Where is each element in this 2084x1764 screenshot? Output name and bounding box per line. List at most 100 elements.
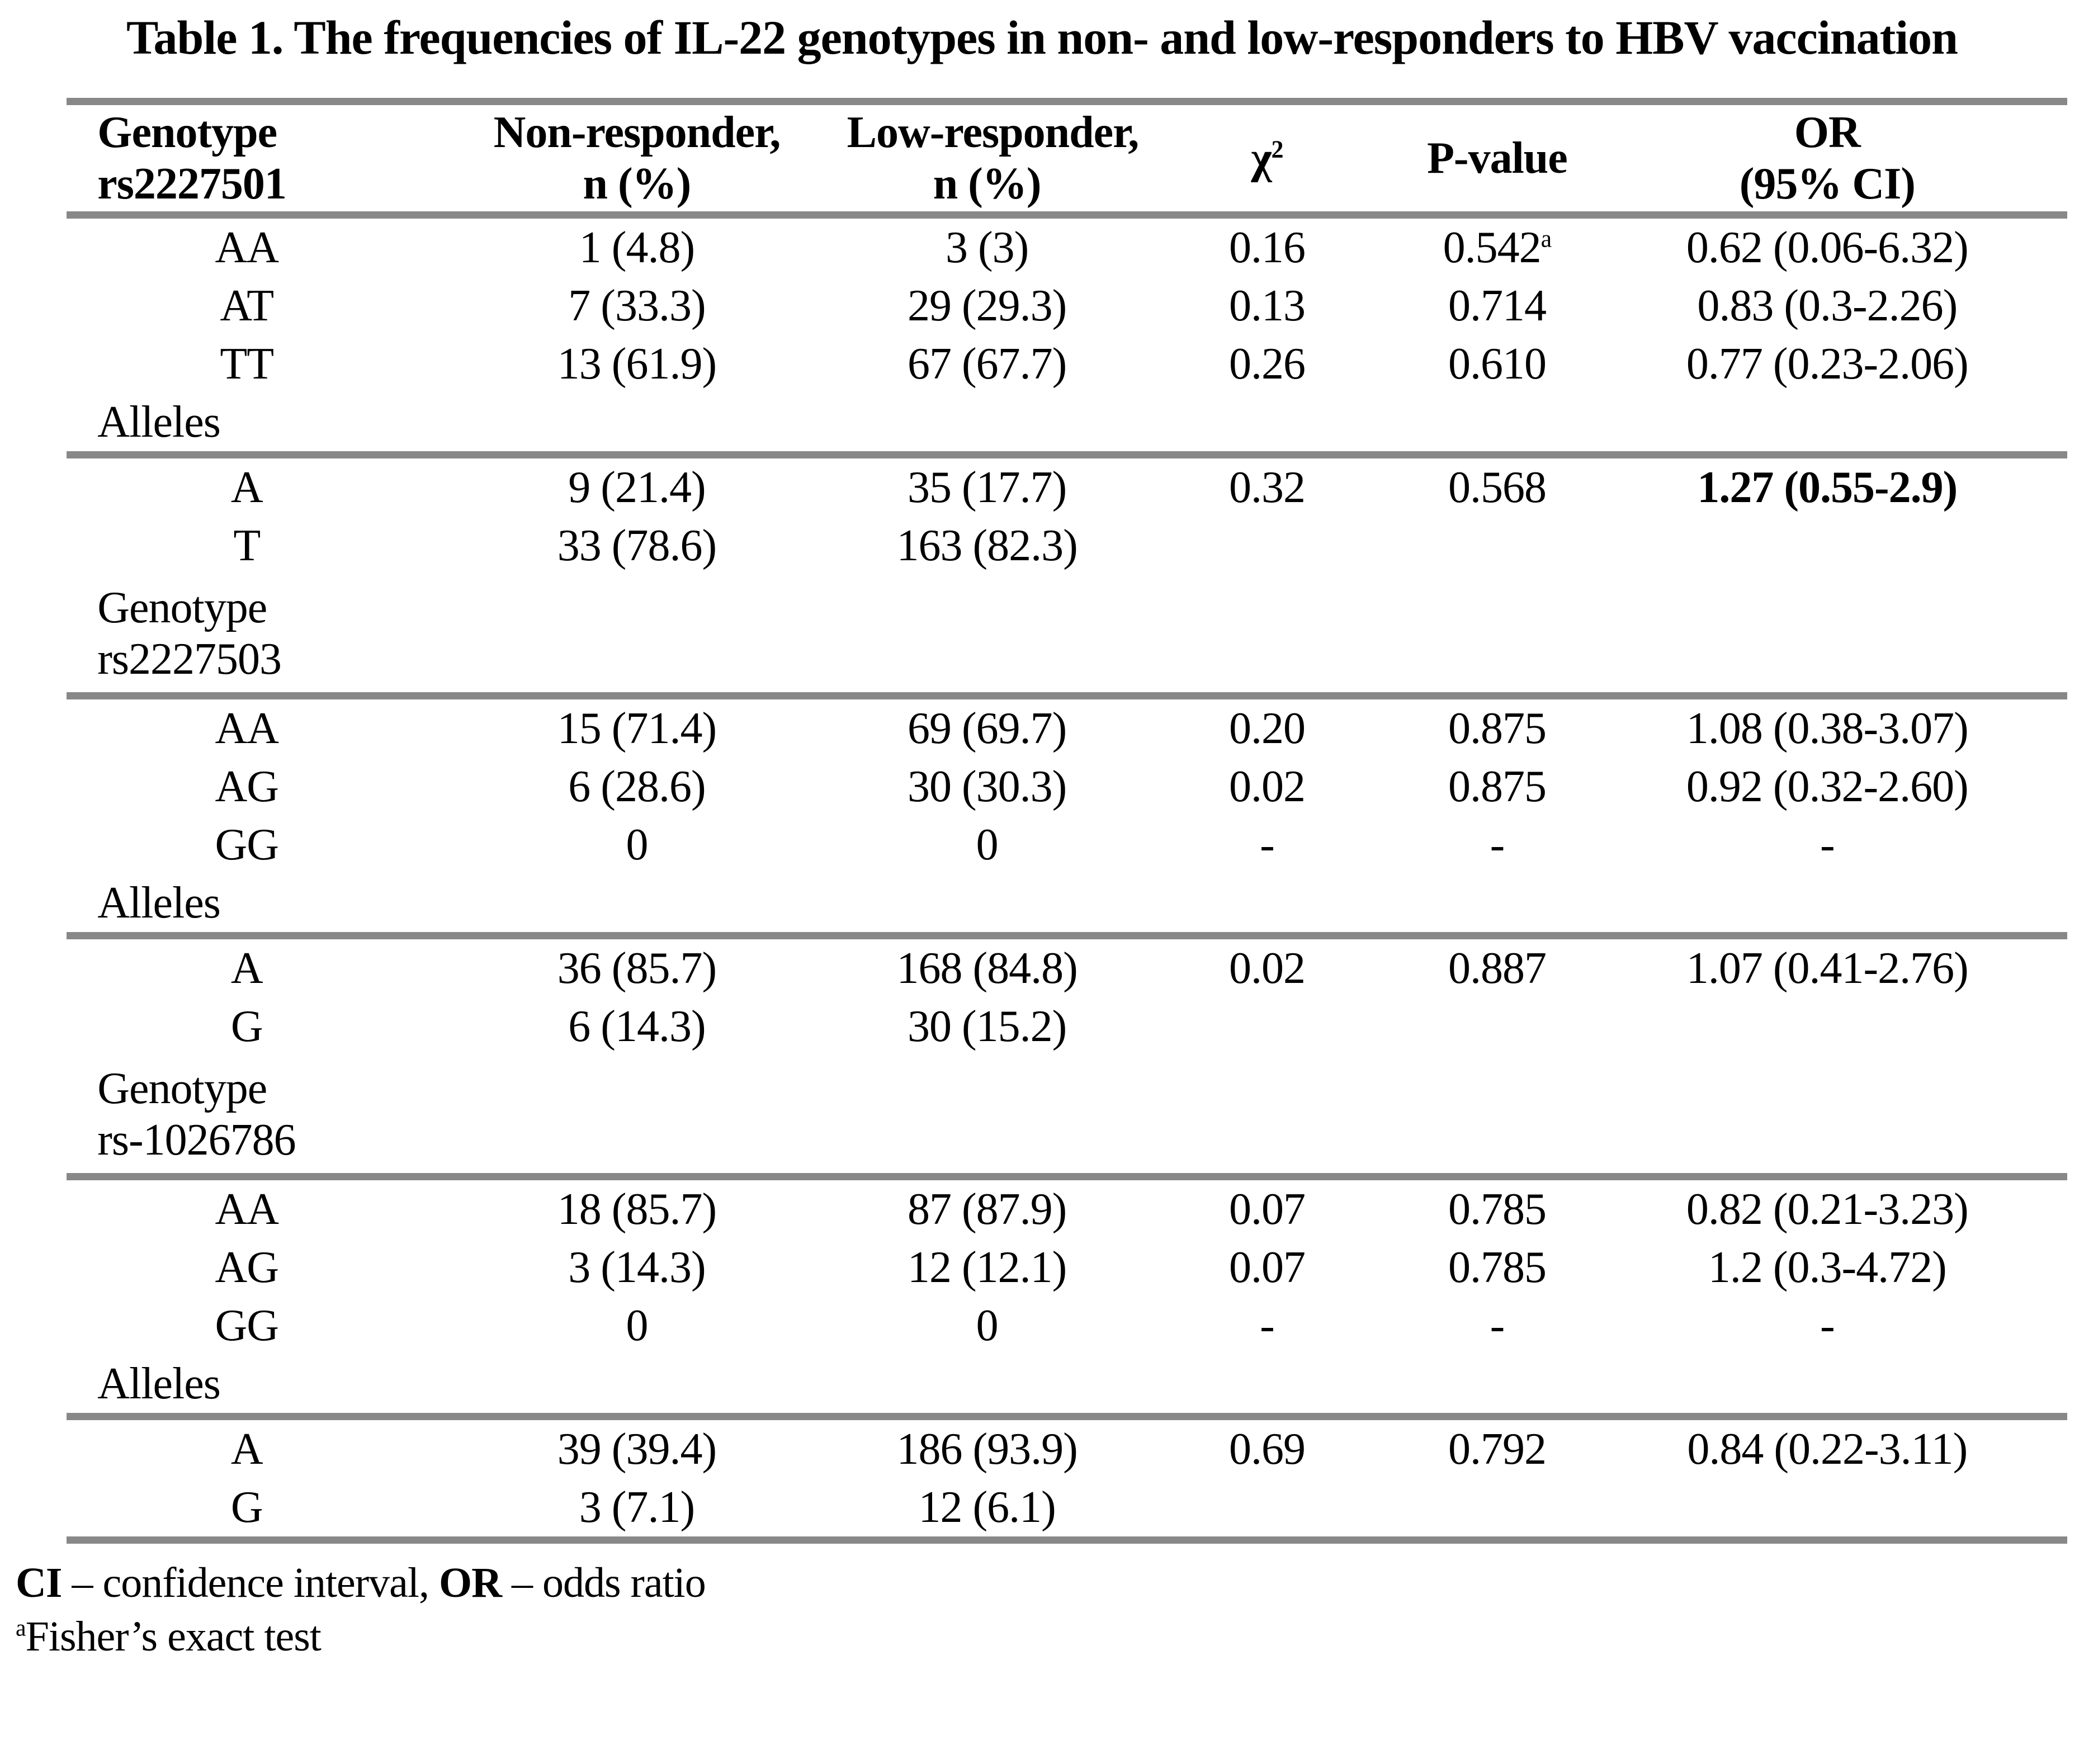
chi2-cell: 0.13 bbox=[1228, 281, 1306, 330]
table-body: AA 1 (4.8) 3 (3) 0.16 0.542a 0.62 (0.06-6.32)… bbox=[67, 215, 2068, 1544]
table-row: TT 13 (61.9) 67 (67.7) 0.26 0.610 0.77 (0.23-… bbox=[67, 335, 2067, 393]
chi2-cell bbox=[1127, 1478, 1407, 1544]
chi2-cell: 0.02 bbox=[1228, 943, 1306, 993]
non-responder-cell: 1 (4.8) bbox=[579, 223, 695, 272]
low-responder-cell: 12 (12.1) bbox=[907, 1242, 1067, 1292]
footnote-abbr-text: – confidence interval, bbox=[62, 1559, 439, 1607]
low-responder-cell: 29 (29.3) bbox=[907, 281, 1067, 330]
col-header-p-value: P-value bbox=[1407, 98, 1587, 219]
chi-symbol: χ bbox=[1251, 133, 1272, 183]
low-responder-cell: 35 (17.7) bbox=[907, 462, 1067, 512]
chi2-cell: 0.32 bbox=[1228, 462, 1306, 512]
p-value-cell: 0.542a bbox=[1443, 223, 1552, 272]
section-row: Genotype rs-1026786 bbox=[67, 1056, 2068, 1181]
p-value-cell: 0.610 bbox=[1448, 339, 1547, 389]
genotype-label-cell: A bbox=[230, 943, 263, 993]
low-responder-cell: 163 (82.3) bbox=[896, 521, 1078, 570]
non-responder-cell: 6 (28.6) bbox=[568, 762, 706, 811]
non-responder-cell: 0 bbox=[626, 1300, 648, 1350]
or-cell: 0.92 (0.32-2.60) bbox=[1686, 762, 1969, 811]
p-value-cell: 0.875 bbox=[1448, 762, 1547, 811]
genotype-label-cell: GG bbox=[215, 1300, 279, 1350]
section-row: Alleles bbox=[67, 393, 2068, 459]
p-value-cell: - bbox=[1490, 1300, 1505, 1350]
non-responder-cell: 18 (85.7) bbox=[557, 1184, 717, 1234]
table-row: A 36 (85.7) 168 (84.8) 0.02 0.887 1.07 (0.41-… bbox=[67, 936, 2067, 998]
col-header-genotype: Genotype rs2227501 bbox=[67, 98, 427, 219]
chi2-cell: 0.20 bbox=[1228, 703, 1306, 753]
p-value-cell: 0.785 bbox=[1448, 1242, 1547, 1292]
genotype-label-cell: TT bbox=[220, 339, 274, 389]
chi2-cell: - bbox=[1260, 820, 1275, 869]
header-row: Genotype rs2227501 Non-responder, n (%) … bbox=[67, 98, 2068, 219]
table-header: Genotype rs2227501 Non-responder, n (%) … bbox=[67, 98, 2068, 219]
table-row: AG 3 (14.3) 12 (12.1) 0.07 0.785 1.2 (0.3-4.7… bbox=[67, 1238, 2067, 1297]
section-row: Alleles bbox=[67, 874, 2068, 940]
section-label-cell: Genotype rs-1026786 bbox=[67, 1056, 2068, 1181]
p-value-cell: 0.714 bbox=[1448, 281, 1547, 330]
or-cell: 0.82 (0.21-3.23) bbox=[1686, 1184, 1969, 1234]
section-row: Alleles bbox=[67, 1355, 2068, 1421]
col-header-or: OR (95% CI) bbox=[1587, 98, 2068, 219]
low-responder-cell: 30 (30.3) bbox=[907, 762, 1067, 811]
p-value-cell: 0.568 bbox=[1448, 462, 1547, 512]
footnote-fisher: aFisher’s exact test bbox=[16, 1610, 2084, 1663]
low-responder-cell: 30 (15.2) bbox=[907, 1001, 1067, 1051]
or-cell bbox=[1587, 997, 2067, 1056]
non-responder-cell: 9 (21.4) bbox=[568, 462, 706, 512]
chi2-cell: 0.26 bbox=[1228, 339, 1306, 389]
chi2-cell: 0.02 bbox=[1228, 762, 1306, 811]
chi2-cell bbox=[1127, 997, 1407, 1056]
footnote-abbreviations: CI – confidence interval, OR – odds rati… bbox=[16, 1556, 2084, 1610]
table-row: AA 1 (4.8) 3 (3) 0.16 0.542a 0.62 (0.06-6.32) bbox=[67, 215, 2067, 277]
genotype-label-cell: A bbox=[230, 462, 263, 512]
or-cell: 1.07 (0.41-2.76) bbox=[1686, 943, 1969, 993]
p-value-cell: 0.785 bbox=[1448, 1184, 1547, 1234]
or-cell: - bbox=[1820, 820, 1835, 869]
non-responder-cell: 7 (33.3) bbox=[568, 281, 706, 330]
p-value-superscript: a bbox=[1540, 225, 1552, 253]
p-value-cell bbox=[1407, 1478, 1587, 1544]
genotype-label-cell: A bbox=[230, 1424, 263, 1474]
low-responder-cell: 186 (93.9) bbox=[896, 1424, 1078, 1474]
or-cell: 0.77 (0.23-2.06) bbox=[1686, 339, 1969, 389]
table-row: AA 15 (71.4) 69 (69.7) 0.20 0.875 1.08 (0.38-… bbox=[67, 696, 2067, 758]
p-value-cell bbox=[1407, 997, 1587, 1056]
genotype-label-cell: AG bbox=[215, 1242, 279, 1292]
or-cell bbox=[1587, 1478, 2068, 1544]
chi2-cell: 0.16 bbox=[1228, 223, 1306, 272]
section-label-cell: Alleles bbox=[67, 874, 2068, 940]
footnote-abbr: OR bbox=[438, 1559, 502, 1607]
or-cell: 1.08 (0.38-3.07) bbox=[1686, 703, 1969, 753]
footnote-abbr-text: – odds ratio bbox=[501, 1559, 706, 1607]
col-header-genotype-line2: rs2227501 bbox=[97, 159, 287, 209]
non-responder-cell: 15 (71.4) bbox=[557, 703, 717, 753]
table-row: T 33 (78.6) 163 (82.3) bbox=[67, 517, 2067, 575]
genotype-label-cell: AA bbox=[215, 223, 279, 272]
low-responder-cell: 69 (69.7) bbox=[907, 703, 1067, 753]
non-responder-cell: 39 (39.4) bbox=[557, 1424, 717, 1474]
or-cell: 0.84 (0.22-3.11) bbox=[1687, 1424, 1968, 1474]
table-row: AT 7 (33.3) 29 (29.3) 0.13 0.714 0.83 (0.3-2.… bbox=[67, 277, 2067, 335]
table-row: G 6 (14.3) 30 (15.2) bbox=[67, 997, 2067, 1056]
section-row: Genotype rs2227503 bbox=[67, 575, 2068, 700]
table-row: A 9 (21.4) 35 (17.7) 0.32 0.568 1.27 (0.55-2.… bbox=[67, 455, 2067, 517]
p-value-cell: - bbox=[1490, 820, 1505, 869]
low-responder-cell: 87 (87.9) bbox=[907, 1184, 1067, 1234]
genotype-label-cell: T bbox=[233, 521, 261, 570]
col-header-or-line1: OR bbox=[1794, 108, 1861, 158]
footnote-abbr: CI bbox=[16, 1559, 62, 1607]
col-header-low-responder-line1: Low-responder, bbox=[847, 108, 1140, 158]
genotype-frequency-table: Genotype rs2227501 Non-responder, n (%) … bbox=[67, 98, 2068, 1544]
or-cell: 0.83 (0.3-2.26) bbox=[1697, 281, 1958, 330]
low-responder-cell: 0 bbox=[976, 1300, 999, 1350]
or-cell bbox=[1587, 517, 2067, 575]
col-header-or-line2: (95% CI) bbox=[1739, 159, 1916, 209]
or-cell: - bbox=[1820, 1300, 1835, 1350]
non-responder-cell: 3 (14.3) bbox=[568, 1242, 706, 1292]
non-responder-cell: 0 bbox=[626, 820, 648, 869]
genotype-label-cell: G bbox=[67, 1478, 427, 1544]
or-cell: 1.27 (0.55-2.9) bbox=[1697, 462, 1958, 512]
genotype-label-cell: GG bbox=[215, 820, 279, 869]
